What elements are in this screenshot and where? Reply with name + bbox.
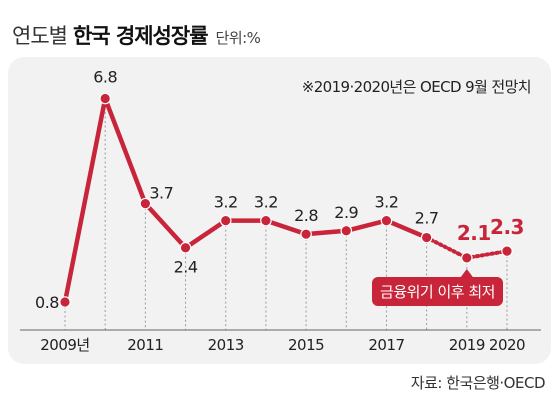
data-label-2017: 3.2 (374, 193, 398, 212)
data-label-2020: 2.3 (490, 215, 524, 239)
data-point-2015 (300, 228, 312, 240)
callout-text: 금융위기 이후 최저 (380, 283, 495, 301)
title-main: 한국 경제성장률 (72, 24, 209, 48)
data-point-2011 (139, 197, 152, 210)
data-label-2014: 3.2 (254, 193, 278, 212)
data-point-2012 (179, 241, 192, 254)
data-label-2018: 2.7 (415, 209, 439, 228)
data-label-2010: 6.8 (93, 68, 117, 87)
data-point-2020 (501, 245, 513, 257)
x-tick-label-2011: 2011 (127, 336, 163, 354)
data-label-2013: 3.2 (214, 193, 238, 212)
chart-panel (8, 57, 551, 364)
forecast-note: ※2019·2020년은 OECD 9월 전망치 (301, 78, 532, 96)
data-point-2017 (380, 214, 393, 227)
data-label-2009: 0.8 (35, 293, 59, 312)
x-tick-label-2015: 2015 (288, 336, 324, 354)
x-tick-label-2013: 2013 (208, 336, 244, 354)
x-tick-label-2017: 2017 (368, 336, 404, 354)
x-tick-label-2009: 2009년 (40, 336, 89, 354)
data-point-2018 (420, 231, 433, 244)
data-label-2012: 2.4 (174, 258, 198, 277)
data-point-2009 (59, 296, 71, 308)
data-point-2010 (99, 92, 111, 105)
callout-box (372, 277, 503, 306)
data-label-2016: 2.9 (334, 203, 358, 222)
unit-label: 단위:% (215, 29, 261, 47)
data-point-2019 (461, 252, 473, 264)
data-point-2016 (340, 224, 353, 237)
title-prefix: 연도별 (12, 24, 68, 48)
series-line-actual (62, 96, 429, 305)
data-label-2019: 2.1 (457, 221, 491, 245)
x-tick-label-2019: 2019 (449, 336, 485, 354)
callout-pointer (460, 269, 473, 277)
chart-title: 연도별 한국 경제성장률 단위:% (12, 20, 261, 50)
data-label-2011: 3.7 (149, 184, 173, 203)
source-label: 자료: 한국은행·OECD (410, 374, 546, 392)
x-tick-label-2020: 2020 (489, 336, 525, 354)
data-point-2013 (219, 214, 232, 227)
data-label-2015: 2.8 (294, 206, 318, 225)
data-point-2014 (260, 214, 272, 227)
